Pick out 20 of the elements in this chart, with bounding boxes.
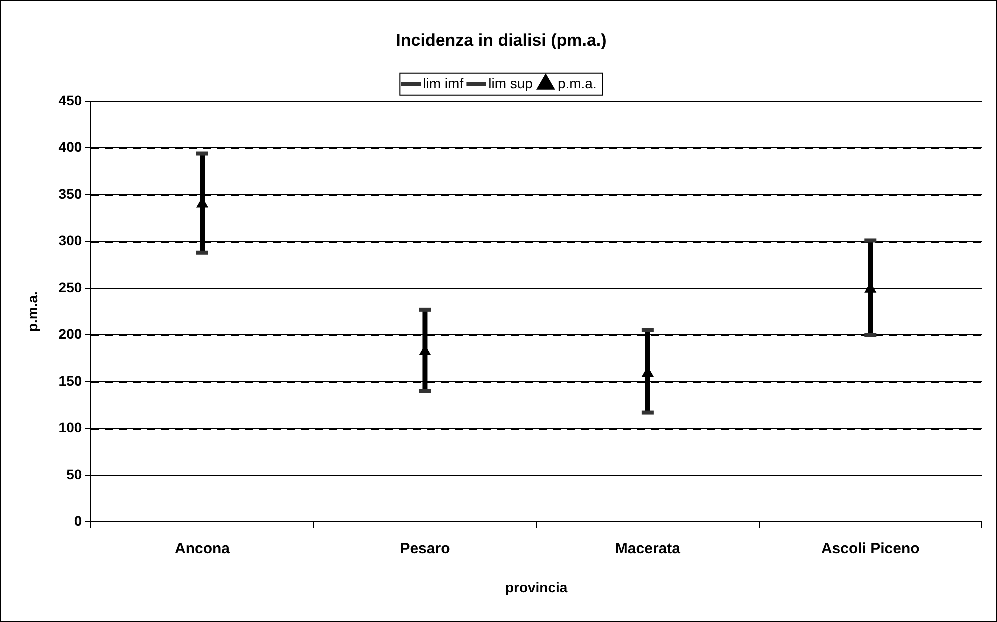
y-tick-label: 400 bbox=[58, 139, 82, 156]
y-tick-label: 50 bbox=[66, 466, 82, 482]
x-tick-label: Pesaro bbox=[400, 540, 450, 558]
x-tick-label: Macerata bbox=[615, 540, 682, 558]
y-tick-label: 300 bbox=[58, 232, 82, 249]
legend-label: p.m.a. bbox=[558, 75, 597, 92]
y-tick-label: 250 bbox=[58, 279, 82, 296]
y-tick-label: 200 bbox=[58, 326, 82, 342]
legend-label: lim sup bbox=[488, 75, 534, 92]
legend-label: lim imf bbox=[423, 75, 464, 92]
y-tick-label: 450 bbox=[58, 92, 82, 108]
y-tick-label: 100 bbox=[58, 420, 82, 436]
y-tick-label: 0 bbox=[74, 513, 82, 530]
y-tick-label: 150 bbox=[58, 372, 82, 389]
x-axis-title: provincia bbox=[505, 579, 568, 596]
y-axis-title: p.m.a. bbox=[24, 292, 40, 332]
chart-title: Incidenza in dialisi (pm.a.) bbox=[396, 30, 607, 50]
x-tick-label: Ascoli Piceno bbox=[821, 540, 920, 558]
x-tick-label: Ancona bbox=[175, 540, 231, 558]
y-tick-label: 350 bbox=[58, 186, 82, 202]
